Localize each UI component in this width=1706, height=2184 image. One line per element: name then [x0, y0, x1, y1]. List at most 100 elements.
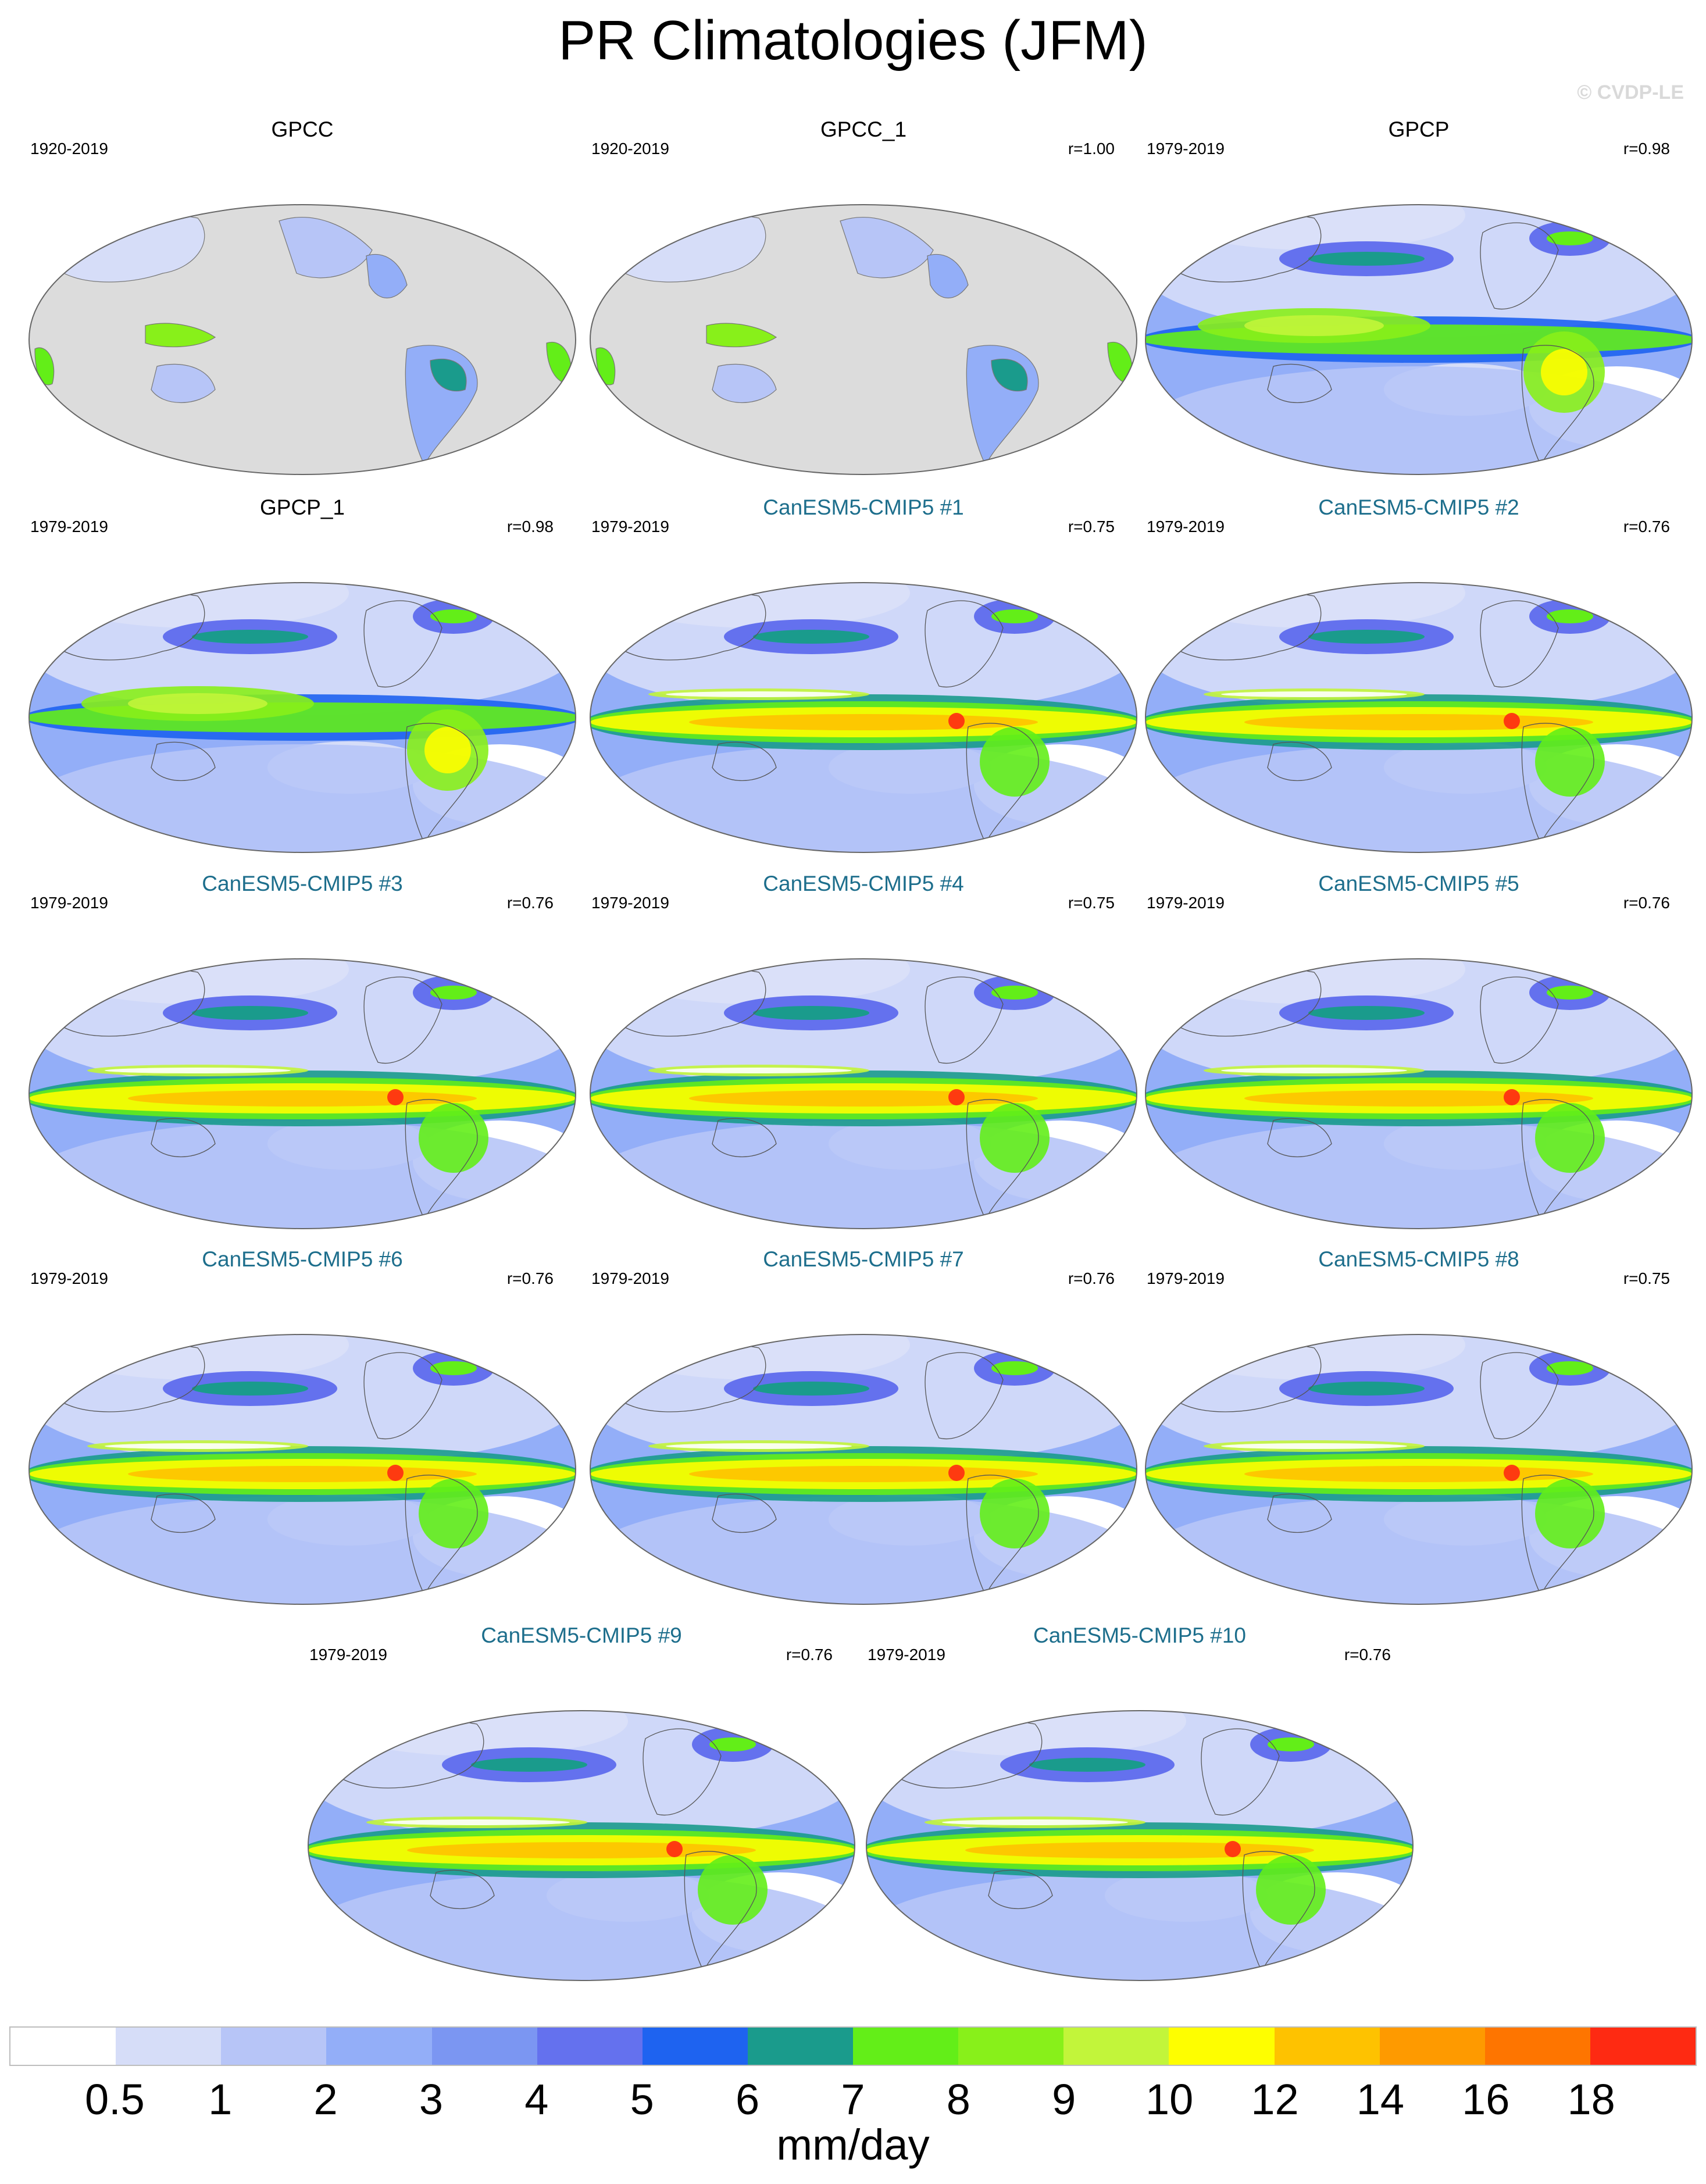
globe-map — [308, 1710, 855, 1981]
colorbar-swatch — [1379, 2028, 1485, 2065]
colorbar-tick-label: 14 — [1356, 2075, 1405, 2124]
panel-correlation: r=0.76 — [506, 894, 554, 912]
colorbar-swatch — [221, 2028, 327, 2065]
panel-title: CanESM5-CMIP5 #2 — [1318, 495, 1519, 519]
colorbar-tick-label: 2 — [313, 2075, 338, 2124]
panel-title: CanESM5-CMIP5 #3 — [202, 872, 403, 895]
colorbar-tick-label: 1 — [208, 2075, 233, 2124]
panel-title: CanESM5-CMIP5 #6 — [202, 1247, 403, 1271]
globe-map — [866, 1710, 1414, 1981]
panel-period: 1979-2019 — [30, 894, 108, 912]
colorbar — [9, 2026, 1697, 2066]
colorbar-swatch — [537, 2028, 643, 2065]
panel-correlation: r=1.00 — [1068, 140, 1115, 158]
map-panel: CanESM5-CMIP5 #3 1979-2019 r=0.76 — [23, 870, 581, 1248]
panel-title: CanESM5-CMIP5 #10 — [1033, 1623, 1247, 1647]
map-panel: GPCC 1920-2019 — [23, 116, 581, 494]
colorbar-swatch — [747, 2028, 853, 2065]
colorbar-tick-label: 12 — [1251, 2075, 1299, 2124]
globe-map — [590, 204, 1137, 475]
colorbar-swatch — [642, 2028, 748, 2065]
panel-title: CanESM5-CMIP5 #4 — [763, 872, 964, 895]
globe-map — [1145, 1334, 1693, 1605]
map-panel: CanESM5-CMIP5 #10 1979-2019 r=0.76 — [861, 1622, 1419, 2000]
panel-period: 1979-2019 — [868, 1646, 945, 1664]
panel-correlation: r=0.98 — [506, 518, 554, 536]
colorbar-tick-label: 8 — [946, 2075, 970, 2124]
colorbar-tick-label: 7 — [841, 2075, 865, 2124]
panel-title: CanESM5-CMIP5 #1 — [763, 495, 964, 519]
map-panel: CanESM5-CMIP5 #9 1979-2019 r=0.76 — [302, 1622, 861, 2000]
panel-period: 1979-2019 — [1147, 894, 1225, 912]
colorbar-swatch — [1590, 2028, 1696, 2065]
globe-map — [28, 958, 576, 1229]
panel-title: GPCC_1 — [820, 117, 907, 141]
panel-title: CanESM5-CMIP5 #7 — [763, 1247, 964, 1271]
panel-period: 1979-2019 — [309, 1646, 387, 1664]
panel-correlation: r=0.75 — [1623, 1269, 1670, 1287]
colorbar-swatch — [10, 2028, 116, 2065]
panel-period: 1979-2019 — [1147, 518, 1225, 536]
panel-period: 1979-2019 — [30, 1269, 108, 1287]
figure-title: PR Climatologies (JFM) — [558, 9, 1148, 72]
globe-map — [1145, 958, 1693, 1229]
map-panel: CanESM5-CMIP5 #4 1979-2019 r=0.75 — [584, 870, 1143, 1248]
colorbar-tick-label: 6 — [736, 2075, 760, 2124]
panel-title: GPCP — [1388, 117, 1450, 141]
colorbar-swatch — [326, 2028, 432, 2065]
colorbar-tick-label: 18 — [1567, 2075, 1615, 2124]
globe-map — [28, 204, 576, 475]
colorbar-swatch — [958, 2028, 1064, 2065]
colorbar-swatch — [1063, 2028, 1169, 2065]
panel-period: 1979-2019 — [1147, 140, 1225, 158]
colorbar-tick-label: 4 — [524, 2075, 549, 2124]
map-panel: CanESM5-CMIP5 #2 1979-2019 r=0.76 — [1140, 494, 1698, 872]
panel-correlation: r=0.76 — [1623, 894, 1670, 912]
colorbar-tick-label: 16 — [1462, 2075, 1510, 2124]
panel-period: 1979-2019 — [591, 518, 669, 536]
colorbar-swatch — [431, 2028, 537, 2065]
panel-title: CanESM5-CMIP5 #9 — [481, 1623, 682, 1647]
panel-title: GPCP_1 — [259, 495, 345, 519]
colorbar-tick-label: 9 — [1052, 2075, 1076, 2124]
map-panel: GPCC_1 1920-2019 r=1.00 — [584, 116, 1143, 494]
panel-correlation: r=0.76 — [1623, 518, 1670, 536]
colorbar-swatch — [116, 2028, 222, 2065]
colorbar-unit: mm/day — [776, 2121, 930, 2169]
colorbar-swatch — [1274, 2028, 1380, 2065]
globe-map — [1145, 582, 1693, 853]
panel-period: 1920-2019 — [591, 140, 669, 158]
panel-correlation: r=0.76 — [1344, 1646, 1391, 1664]
globe-map — [590, 582, 1137, 853]
globe-map — [590, 1334, 1137, 1605]
panel-correlation: r=0.76 — [506, 1269, 554, 1287]
globe-map — [28, 582, 576, 853]
panel-correlation: r=0.76 — [786, 1646, 833, 1664]
globe-map — [590, 958, 1137, 1229]
panel-period: 1979-2019 — [1147, 1269, 1225, 1287]
colorbar-swatch — [1169, 2028, 1275, 2065]
map-panel: GPCP_1 1979-2019 r=0.98 — [23, 494, 581, 872]
panel-period: 1979-2019 — [30, 518, 108, 536]
panel-period: 1979-2019 — [591, 894, 669, 912]
panel-period: 1979-2019 — [591, 1269, 669, 1287]
globe-map — [28, 1334, 576, 1605]
map-panel: CanESM5-CMIP5 #8 1979-2019 r=0.75 — [1140, 1246, 1698, 1624]
colorbar-tick-label: 0.5 — [84, 2075, 145, 2124]
globe-map — [1145, 204, 1693, 475]
colorbar-swatch — [853, 2028, 959, 2065]
map-panel: CanESM5-CMIP5 #1 1979-2019 r=0.75 — [584, 494, 1143, 872]
panel-title: GPCC — [271, 117, 334, 141]
colorbar-swatch — [1484, 2028, 1590, 2065]
colorbar-tick-label: 5 — [630, 2075, 654, 2124]
panel-correlation: r=0.76 — [1068, 1269, 1115, 1287]
colorbar-tick-label: 3 — [419, 2075, 444, 2124]
panel-period: 1920-2019 — [30, 140, 108, 158]
map-panel: CanESM5-CMIP5 #5 1979-2019 r=0.76 — [1140, 870, 1698, 1248]
map-panel: GPCP 1979-2019 r=0.98 — [1140, 116, 1698, 494]
panel-correlation: r=0.98 — [1623, 140, 1670, 158]
map-panel: CanESM5-CMIP5 #7 1979-2019 r=0.76 — [584, 1246, 1143, 1624]
watermark: © CVDP-LE — [1577, 81, 1684, 104]
panel-title: CanESM5-CMIP5 #8 — [1318, 1247, 1519, 1271]
panel-correlation: r=0.75 — [1068, 518, 1115, 536]
